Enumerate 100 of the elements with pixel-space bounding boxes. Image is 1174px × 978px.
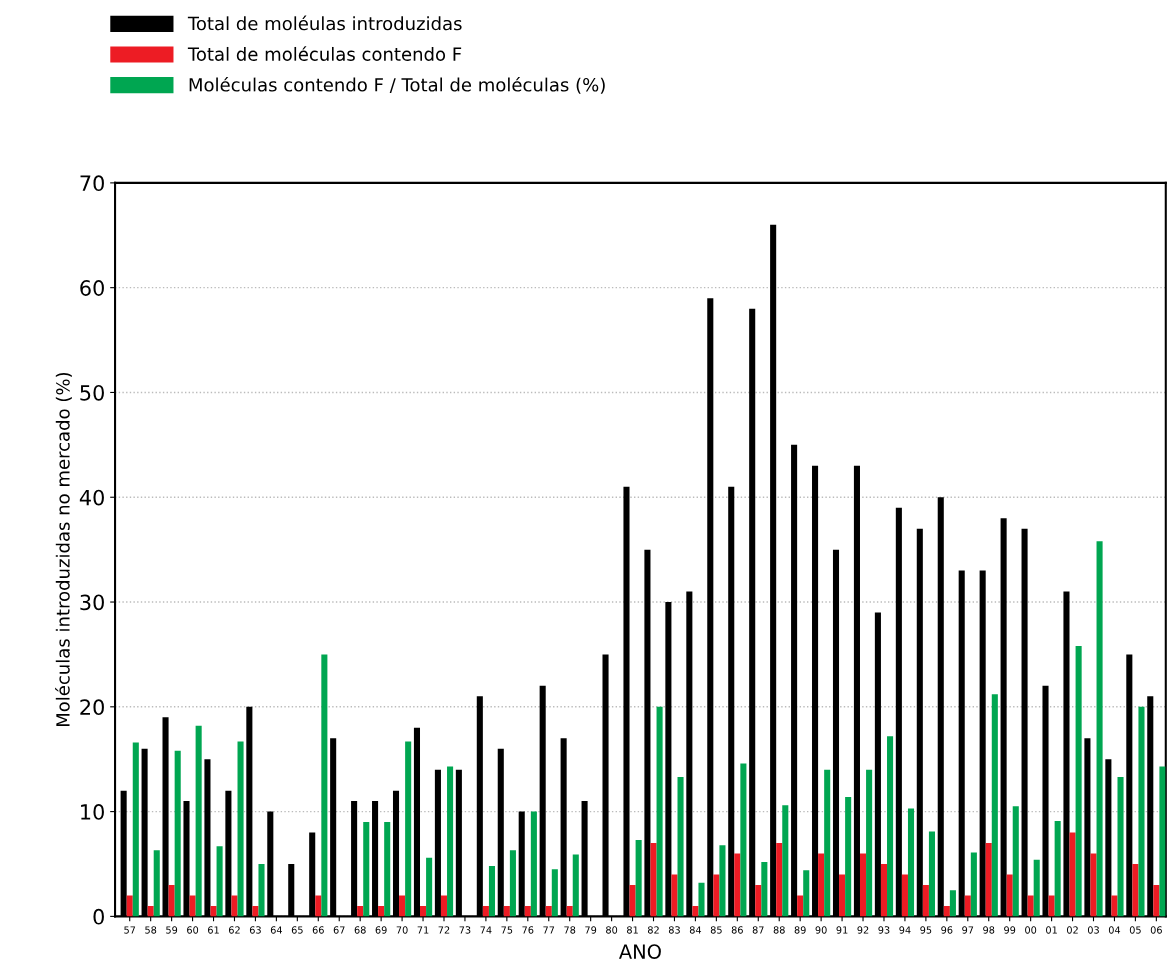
legend-label: Total de moléulas introduzidas — [187, 15, 462, 31]
bar — [1153, 884, 1160, 917]
y-axis-title: Moléculas introduzidas no mercado (%) — [55, 372, 72, 727]
bar — [1117, 777, 1124, 917]
bar — [252, 905, 259, 917]
bar — [1075, 646, 1082, 917]
x-tick-label: 74 — [480, 926, 492, 934]
bar — [713, 874, 720, 917]
bar — [566, 905, 573, 917]
x-tick-label: 94 — [899, 926, 911, 934]
bar — [174, 750, 181, 917]
bar — [447, 766, 454, 917]
bar — [405, 741, 412, 917]
bar — [1090, 853, 1097, 917]
x-tick-label: 69 — [375, 926, 387, 934]
x-tick-label: 05 — [1129, 926, 1141, 934]
x-tick-label: 61 — [208, 926, 219, 934]
x-tick-label: 87 — [752, 926, 764, 934]
y-tick-label: 40 — [79, 489, 104, 506]
bar — [991, 694, 998, 917]
x-tick-label: 76 — [522, 926, 534, 934]
bar — [488, 866, 496, 917]
bar — [168, 884, 175, 917]
bar — [378, 905, 385, 917]
bar — [132, 742, 139, 917]
bar — [859, 853, 867, 917]
bar — [797, 895, 804, 917]
bar — [887, 736, 894, 917]
bar — [866, 769, 873, 917]
x-tick-label: 65 — [291, 926, 303, 934]
x-tick-label: 97 — [962, 926, 974, 934]
bar — [1033, 859, 1040, 917]
x-tick-label: 75 — [501, 926, 513, 934]
bar — [824, 769, 831, 917]
x-tick-label: 04 — [1108, 926, 1121, 934]
bar — [734, 853, 741, 917]
y-tick-label: 60 — [80, 280, 104, 296]
x-tick-label: 63 — [249, 926, 261, 934]
bar — [216, 846, 223, 917]
x-tick-label: 00 — [1025, 926, 1037, 934]
bar — [258, 863, 265, 917]
bar — [985, 843, 992, 917]
bar — [509, 850, 516, 917]
bar — [970, 852, 977, 917]
bar — [530, 811, 537, 917]
bar — [384, 822, 391, 917]
bar — [901, 874, 908, 917]
x-tick-label: 99 — [1004, 926, 1016, 934]
x-tick-label: 90 — [815, 926, 827, 934]
bar — [551, 869, 558, 917]
x-tick-label: 67 — [333, 926, 345, 934]
x-axis-title: ANO — [618, 944, 661, 959]
x-tick-label: 93 — [878, 926, 890, 934]
x-tick-label: 66 — [312, 926, 324, 934]
x-tick-label: 64 — [270, 926, 283, 934]
x-tick-label: 57 — [124, 926, 136, 934]
bar — [1027, 895, 1034, 917]
bar — [880, 863, 888, 917]
bar — [818, 853, 825, 917]
bar — [803, 870, 810, 917]
x-tick-label: 73 — [459, 926, 471, 934]
x-tick-label: 03 — [1087, 926, 1099, 934]
bar — [189, 895, 196, 917]
bar — [363, 822, 370, 917]
bar — [1012, 806, 1019, 917]
bar — [195, 725, 202, 917]
bar — [943, 905, 950, 917]
bar — [1054, 821, 1061, 917]
x-tick-label: 89 — [794, 926, 806, 934]
x-tick-label: 82 — [647, 926, 659, 934]
x-tick-label: 83 — [668, 926, 680, 934]
x-tick-label: 72 — [438, 926, 450, 934]
x-tick-label: 02 — [1067, 926, 1078, 934]
bar — [237, 741, 244, 917]
x-tick-label: 68 — [354, 926, 366, 934]
x-tick-label: 58 — [145, 926, 157, 934]
bar — [922, 884, 929, 917]
bar — [698, 882, 705, 917]
bar — [153, 850, 160, 917]
bar — [839, 874, 846, 917]
x-tick-label: 78 — [564, 926, 576, 934]
y-tick-label: 20 — [80, 699, 104, 716]
x-tick-label: 81 — [627, 926, 638, 934]
x-tick-label: 60 — [187, 926, 199, 934]
x-tick-label: 84 — [689, 926, 702, 934]
x-tick-label: 85 — [710, 926, 722, 934]
bar — [964, 895, 971, 917]
y-tick-label: 30 — [80, 594, 104, 611]
x-tick-label: 92 — [857, 926, 869, 934]
bar — [845, 796, 852, 917]
bar — [426, 857, 433, 917]
y-tick-label: 70 — [80, 175, 104, 192]
bar — [1006, 874, 1013, 917]
x-tick-label: 95 — [920, 926, 932, 934]
bar — [357, 905, 364, 917]
bar — [719, 845, 726, 917]
bar — [629, 884, 636, 917]
bar — [740, 763, 747, 917]
bar — [545, 905, 552, 917]
legend-label: Total de moléculas contendo F — [187, 46, 462, 61]
